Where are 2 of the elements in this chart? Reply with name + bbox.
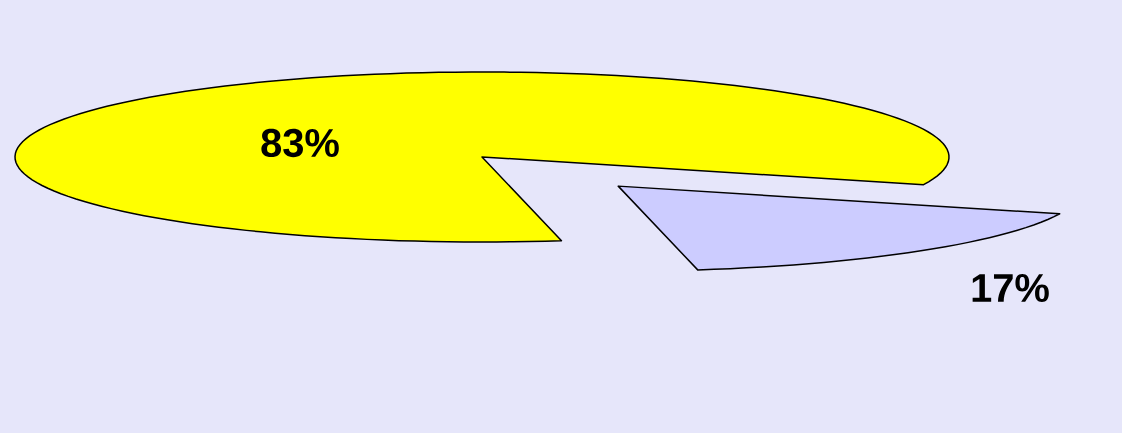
data-label: 17% <box>972 273 1049 303</box>
data-label: 83% <box>261 128 339 158</box>
